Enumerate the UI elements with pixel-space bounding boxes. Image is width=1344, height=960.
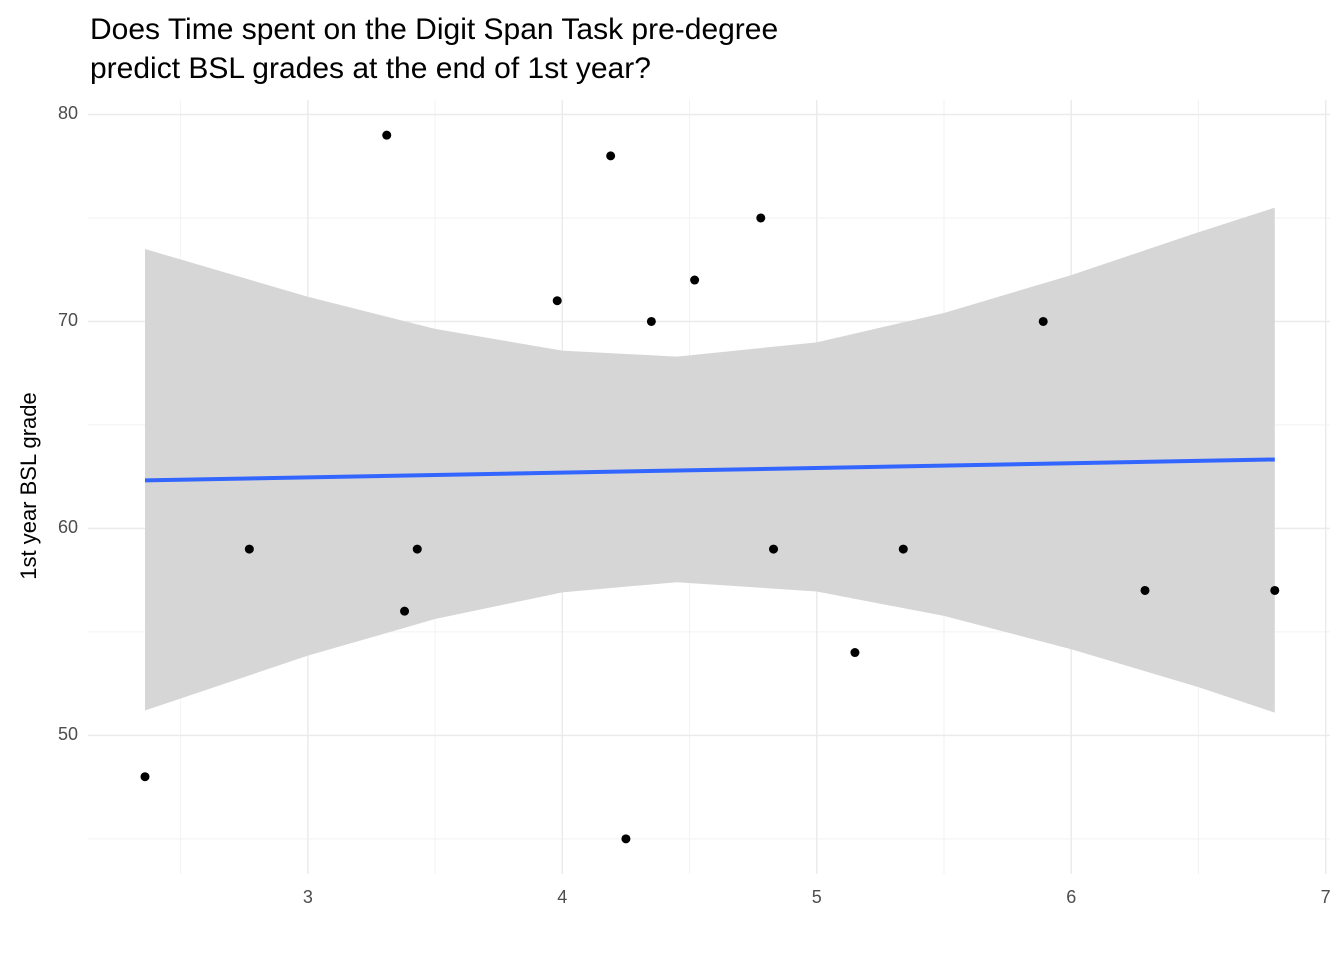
point <box>621 834 631 844</box>
point <box>850 648 860 658</box>
point <box>646 316 656 326</box>
y-tick-label: 60 <box>58 517 78 537</box>
chart-title: predict BSL grades at the end of 1st yea… <box>90 52 651 85</box>
point <box>382 130 392 140</box>
point <box>244 544 254 554</box>
point <box>552 296 562 306</box>
fit-line <box>144 457 1275 483</box>
y-axis-label: 1st year BSL grade <box>16 392 41 580</box>
point <box>400 606 410 616</box>
x-tick-label: 3 <box>303 887 313 907</box>
point <box>1038 316 1048 326</box>
point <box>1270 585 1280 595</box>
x-tick-label: 6 <box>1066 887 1076 907</box>
point <box>1140 585 1150 595</box>
x-tick-label: 7 <box>1321 887 1331 907</box>
point <box>769 544 779 554</box>
y-tick-label: 70 <box>58 310 78 330</box>
point <box>690 275 700 285</box>
point <box>412 544 422 554</box>
x-tick-label: 5 <box>812 887 822 907</box>
point <box>898 544 908 554</box>
point <box>140 772 150 782</box>
chart-title: Does Time spent on the Digit Span Task p… <box>90 13 778 46</box>
point <box>606 151 616 161</box>
y-tick-label: 50 <box>58 724 78 744</box>
confidence-band <box>144 207 1275 713</box>
x-tick-label: 4 <box>557 887 567 907</box>
y-tick-label: 80 <box>58 103 78 123</box>
point <box>756 213 766 223</box>
